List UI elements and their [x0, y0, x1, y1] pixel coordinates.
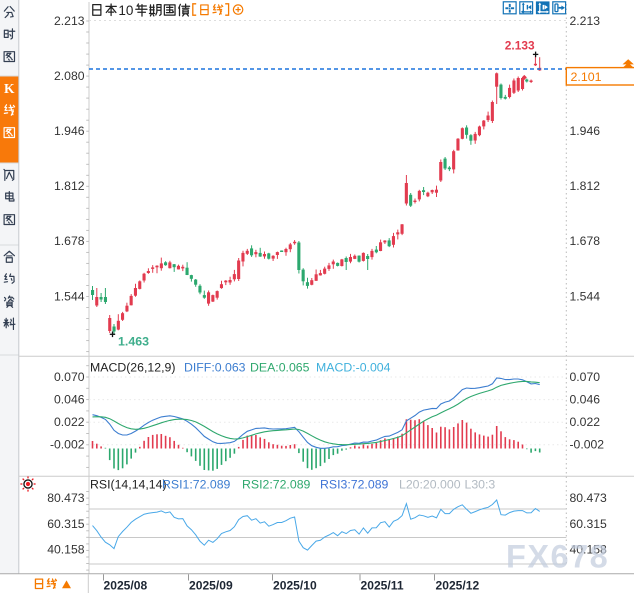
svg-text:0.070: 0.070 — [54, 370, 85, 384]
svg-text:1.946: 1.946 — [54, 124, 85, 138]
svg-text:RSI1:72.089: RSI1:72.089 — [162, 477, 231, 491]
svg-text:RSI(14,14,14): RSI(14,14,14) — [90, 477, 167, 491]
svg-text:FX678: FX678 — [506, 539, 609, 575]
svg-text:0.022: 0.022 — [54, 415, 85, 429]
svg-text:MACD:-0.004: MACD:-0.004 — [316, 360, 391, 374]
svg-text:MACD(26,12,9): MACD(26,12,9) — [90, 360, 175, 374]
svg-text:40.158: 40.158 — [570, 543, 607, 557]
svg-text:0.022: 0.022 — [570, 415, 601, 429]
svg-text:1.544: 1.544 — [54, 289, 85, 303]
svg-text:0.046: 0.046 — [54, 392, 85, 406]
svg-text:DIFF:0.063: DIFF:0.063 — [184, 360, 246, 374]
svg-text:10: 10 — [118, 3, 133, 18]
svg-text:2.213: 2.213 — [54, 14, 85, 28]
svg-text:L30:3: L30:3 — [465, 477, 496, 491]
svg-text:1.812: 1.812 — [54, 179, 85, 193]
svg-text:1.812: 1.812 — [570, 179, 601, 193]
svg-text:-0.002: -0.002 — [570, 438, 605, 452]
svg-text:1.678: 1.678 — [54, 234, 85, 248]
svg-text:1.678: 1.678 — [570, 234, 601, 248]
svg-text:0.046: 0.046 — [570, 392, 601, 406]
svg-text:-0.002: -0.002 — [50, 438, 85, 452]
svg-text:2025/12: 2025/12 — [436, 578, 480, 592]
svg-text:80.473: 80.473 — [570, 491, 607, 505]
svg-text:2.080: 2.080 — [54, 69, 85, 83]
svg-text:0.070: 0.070 — [570, 370, 601, 384]
svg-text:2025/10: 2025/10 — [273, 578, 317, 592]
svg-text:60.315: 60.315 — [570, 517, 607, 531]
svg-text:2.101: 2.101 — [571, 70, 602, 84]
svg-text:80.473: 80.473 — [47, 491, 84, 505]
svg-text:K: K — [4, 81, 15, 96]
svg-text:RSI3:72.089: RSI3:72.089 — [320, 477, 389, 491]
svg-text:1.463: 1.463 — [118, 334, 149, 348]
svg-text:40.158: 40.158 — [47, 543, 84, 557]
svg-text:2.133: 2.133 — [505, 39, 535, 53]
svg-text:60.315: 60.315 — [47, 517, 84, 531]
svg-text:1.946: 1.946 — [570, 124, 601, 138]
svg-text:RSI2:72.089: RSI2:72.089 — [242, 477, 311, 491]
svg-text:2.213: 2.213 — [570, 14, 601, 28]
svg-text:1.544: 1.544 — [570, 289, 601, 303]
svg-text:2025/11: 2025/11 — [361, 578, 404, 592]
svg-text:L20:20.000: L20:20.000 — [399, 477, 461, 491]
svg-text:2025/09: 2025/09 — [189, 578, 233, 592]
svg-text:DEA:0.065: DEA:0.065 — [250, 360, 310, 374]
svg-text:2025/08: 2025/08 — [104, 578, 148, 592]
